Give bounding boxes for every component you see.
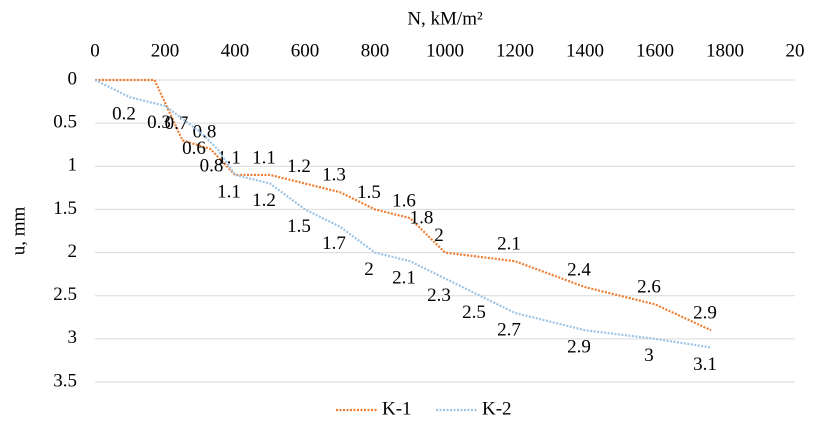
data-label: 1.5 <box>357 182 381 203</box>
y-tick-label: 2 <box>68 241 78 262</box>
x-tick-label: 800 <box>361 40 390 61</box>
x-tick-label: 200 <box>151 40 180 61</box>
data-label: 2.3 <box>427 285 451 306</box>
data-label: 1.2 <box>287 156 311 177</box>
x-tick-label: 1800 <box>706 40 744 61</box>
x-tick-label: 600 <box>291 40 320 61</box>
y-tick-label: 3 <box>68 327 78 348</box>
data-label: 2.1 <box>392 268 416 289</box>
y-tick-label: 2.5 <box>53 284 77 305</box>
data-label: 3.1 <box>693 354 717 375</box>
y-tick-label: 1.5 <box>53 198 77 219</box>
data-label: 1.2 <box>252 190 276 211</box>
legend-label: K-1 <box>382 398 412 419</box>
data-label: 1.6 <box>392 190 416 211</box>
data-label: 1.3 <box>322 165 346 186</box>
data-label: 0.3 <box>147 112 171 133</box>
x-tick-label: 1400 <box>566 40 604 61</box>
y-tick-label: 0.5 <box>53 112 77 133</box>
data-label: 2.1 <box>497 234 521 255</box>
y-tick-label: 1 <box>68 155 78 176</box>
x-tick-label: 400 <box>221 40 250 61</box>
data-label: 1.7 <box>322 233 346 254</box>
data-label: 2.5 <box>462 302 486 323</box>
data-label: 0.2 <box>112 104 136 125</box>
x-tick-label: 20 <box>786 40 805 61</box>
y-tick-label: 3.5 <box>53 370 77 391</box>
data-label: 0.8 <box>200 155 224 176</box>
legend-label: K-2 <box>482 398 512 419</box>
data-label: 1.8 <box>410 208 434 229</box>
data-label: 2.4 <box>567 259 591 280</box>
x-tick-label: 1200 <box>496 40 534 61</box>
data-label: 1.1 <box>252 147 276 168</box>
x-tick-label: 0 <box>90 40 100 61</box>
data-label: 1.5 <box>287 216 311 237</box>
y-tick-label: 0 <box>68 68 78 89</box>
x-tick-label: 1600 <box>636 40 674 61</box>
data-line <box>95 78 712 332</box>
data-label: 1.1 <box>217 147 241 168</box>
y-axis-title: u, mm <box>8 207 29 256</box>
data-label: 2.9 <box>693 303 717 324</box>
data-label: 0.8 <box>193 121 217 142</box>
data-label: 1.1 <box>217 181 241 202</box>
data-label: 0.6 <box>182 138 206 159</box>
x-tick-label: 1000 <box>426 40 464 61</box>
data-label: 2 <box>434 225 444 246</box>
data-label: 2.6 <box>637 277 661 298</box>
data-label: 2.9 <box>567 337 591 358</box>
x-axis-title: N, kM/m² <box>407 8 483 29</box>
data-label: 3 <box>644 345 654 366</box>
data-label: 2 <box>364 259 374 280</box>
data-label: 2.7 <box>497 319 521 340</box>
